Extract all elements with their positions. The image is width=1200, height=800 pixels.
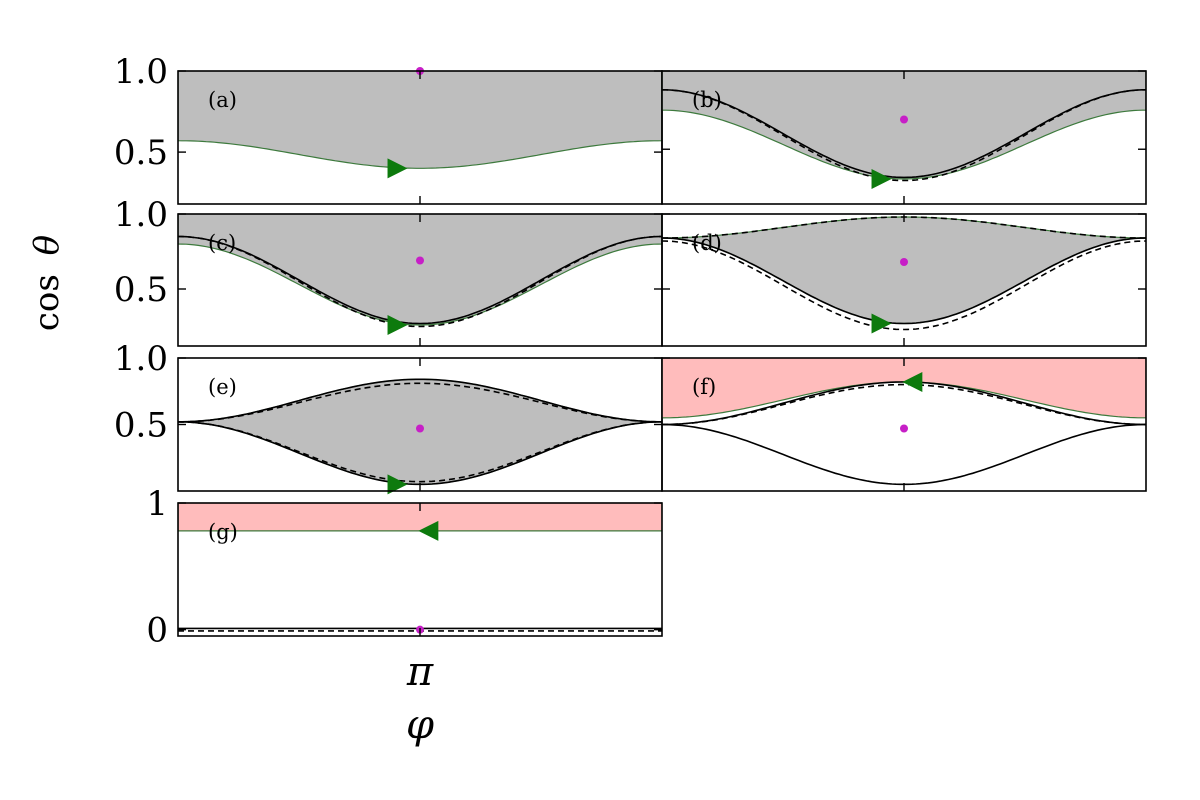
arrow-right-marker — [871, 313, 892, 334]
y-tick-label: 0.5 — [114, 133, 168, 173]
y-tick-label: 0 — [146, 611, 168, 651]
arrow-right-marker — [871, 168, 892, 189]
y-tick-label: 0.5 — [114, 406, 168, 446]
panel-label: (f) — [692, 375, 716, 399]
panel-label: (c) — [208, 231, 236, 255]
panel-f: (f) — [661, 357, 1147, 492]
curve-solid-0 — [178, 378, 662, 423]
curve-dashed-1 — [662, 383, 1146, 426]
curve-dashed-1 — [178, 382, 662, 423]
y-tick-label: 1 — [146, 484, 168, 524]
curve-dashed-3 — [178, 421, 662, 483]
region-fill — [662, 71, 1146, 180]
panels: 0.5 1.0 (a) (b) 0.5 1.0 (c) (d) 0.5 1.0 (e) (f) 0 1 (g… — [114, 52, 1147, 651]
magenta-point-marker — [900, 258, 908, 266]
panel-b: (b) — [661, 70, 1147, 205]
arrow-right-marker — [387, 474, 408, 495]
panel-label: (e) — [208, 375, 237, 399]
y-axis-label-text: cos — [27, 274, 67, 331]
y-axis-label: cos θ — [27, 235, 67, 331]
curve-dashed-1 — [662, 89, 1146, 182]
curve-dashed-1 — [662, 240, 1146, 331]
y-tick-label: 1.0 — [114, 195, 168, 235]
x-tick-label-pi: π — [406, 649, 434, 695]
region-fill — [178, 71, 662, 169]
arrow-right-marker — [387, 315, 408, 335]
panel-d: (d) — [661, 213, 1147, 347]
x-axis-label: φ — [406, 702, 434, 748]
magenta-point-marker — [900, 115, 908, 124]
region-fill — [178, 214, 662, 326]
y-tick-label: 1.0 — [114, 339, 168, 379]
panel-e: 0.5 1.0 (e) — [114, 339, 663, 495]
magenta-point-marker — [416, 424, 424, 433]
panel-label: (g) — [208, 520, 238, 544]
curve-dashed-1 — [178, 235, 662, 328]
arrow-left-marker — [418, 520, 439, 541]
panel-label: (a) — [208, 88, 237, 112]
y-tick-label: 1.0 — [114, 52, 168, 92]
curve-solid-2 — [662, 423, 1146, 486]
panel-label: (b) — [692, 88, 722, 112]
panel-c: 0.5 1.0 (c) — [114, 195, 663, 347]
panel-label: (d) — [692, 231, 722, 255]
magenta-point-marker — [900, 424, 908, 433]
panel-g: 0 1 (g) — [146, 484, 663, 651]
arrow-left-marker — [902, 371, 923, 392]
y-tick-label: 0.5 — [114, 270, 168, 310]
panel-a: 0.5 1.0 (a) — [114, 52, 663, 205]
y-axis-label-symbol: θ — [27, 235, 67, 255]
curve-solid-0 — [662, 237, 1146, 325]
arrow-right-marker — [387, 158, 408, 179]
magenta-point-marker — [416, 256, 424, 265]
